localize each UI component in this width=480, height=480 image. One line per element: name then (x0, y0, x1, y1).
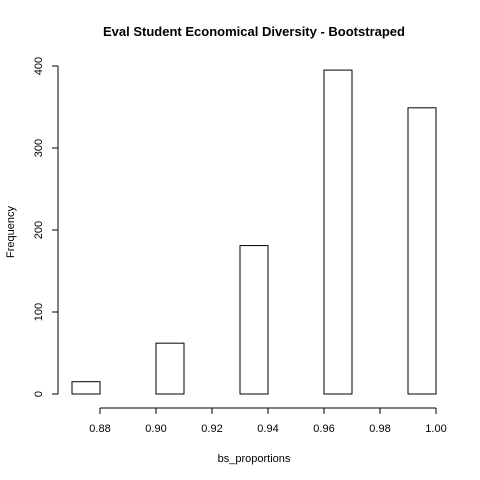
x-tick-label: 0.94 (257, 423, 278, 435)
y-tick-label: 200 (33, 221, 45, 239)
histogram-bar (71, 381, 101, 395)
y-tick-label: 400 (33, 57, 45, 75)
x-tick-label: 0.96 (313, 423, 334, 435)
x-axis: 0.88 0.90 0.92 0.94 0.96 0.98 1.00 (89, 407, 447, 435)
histogram-bar (323, 69, 353, 395)
histogram-bar (239, 245, 269, 395)
bars-group (71, 69, 437, 395)
x-tick-label: 0.92 (201, 423, 222, 435)
x-tick-label: 0.98 (369, 423, 390, 435)
y-tick-label: 0 (33, 391, 45, 397)
chart-title: Eval Student Economical Diversity - Boot… (103, 24, 405, 39)
y-tick-label: 100 (33, 303, 45, 321)
histogram-bar (407, 107, 437, 395)
x-tick-label: 1.00 (425, 423, 446, 435)
y-axis: 0 100 200 300 400 (33, 57, 59, 397)
x-tick-label: 0.88 (89, 423, 110, 435)
x-axis-label: bs_proportions (218, 453, 291, 465)
x-tick-label: 0.90 (145, 423, 166, 435)
y-axis-label: Frequency (5, 206, 17, 258)
histogram-bar (155, 342, 185, 395)
y-tick-label: 300 (33, 139, 45, 157)
